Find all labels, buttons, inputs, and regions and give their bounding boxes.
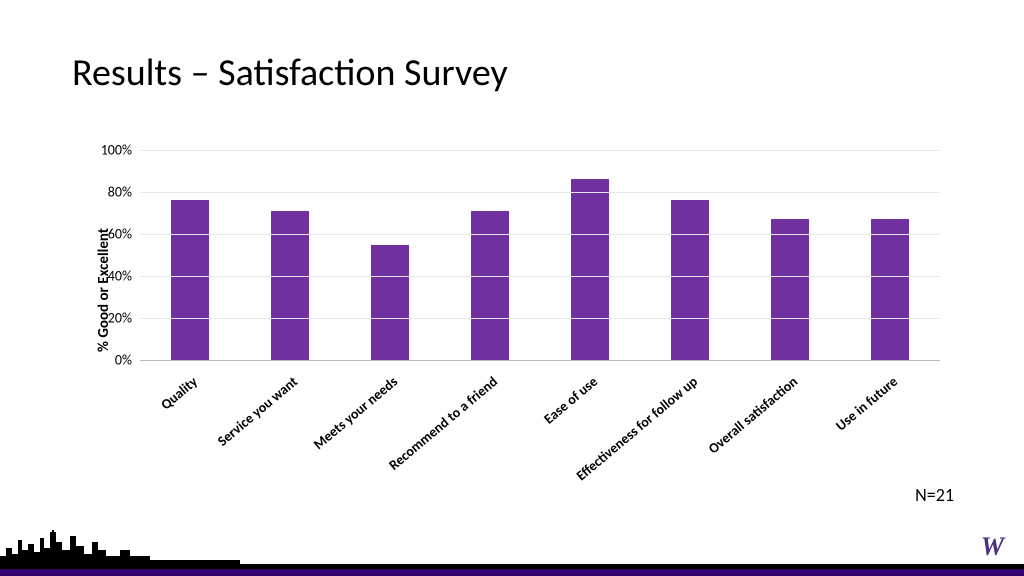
y-tick-label: 60%	[108, 226, 132, 243]
bars-container	[140, 150, 940, 360]
footer-stripe-bottom	[0, 569, 1024, 576]
y-tick-label: 40%	[108, 268, 132, 285]
gridline	[140, 234, 940, 235]
footer: W	[0, 530, 1024, 576]
y-tick-label: 100%	[101, 142, 132, 159]
plot-area: 0%20%40%60%80%100%	[140, 150, 940, 361]
y-axis-label: % Good or Excellent	[95, 228, 113, 352]
bar	[771, 219, 809, 360]
x-tick-label: Ease of use	[540, 373, 600, 428]
slide-title: Results – Satisfaction Survey	[72, 50, 508, 96]
bar	[371, 245, 409, 361]
y-tick-label: 0%	[115, 352, 132, 369]
gridline	[140, 150, 940, 151]
slide: Results – Satisfaction Survey % Good or …	[0, 0, 1024, 576]
y-tick-label: 20%	[108, 310, 132, 327]
x-tick-label: Use in future	[832, 373, 901, 434]
satisfaction-bar-chart: % Good or Excellent 0%20%40%60%80%100% Q…	[80, 140, 950, 440]
bar	[871, 219, 909, 360]
bar	[671, 200, 709, 360]
y-tick-label: 80%	[108, 184, 132, 201]
x-tick-label: Quality	[158, 373, 201, 413]
skyline-icon	[0, 530, 240, 564]
uw-logo: W	[981, 532, 1004, 562]
sample-size-label: N=21	[915, 484, 954, 506]
gridline	[140, 318, 940, 319]
x-tick-label: Recommend to a friend	[385, 373, 500, 474]
gridline	[140, 192, 940, 193]
x-tick-label: Overall satisfaction	[705, 373, 801, 457]
bar	[171, 200, 209, 360]
x-axis-labels: Quality Service you wantMeets your needsR…	[140, 365, 940, 485]
gridline	[140, 276, 940, 277]
bar	[571, 179, 609, 360]
x-tick-label: Meets your needs	[310, 373, 401, 453]
x-tick-label: Service you want	[214, 373, 301, 450]
